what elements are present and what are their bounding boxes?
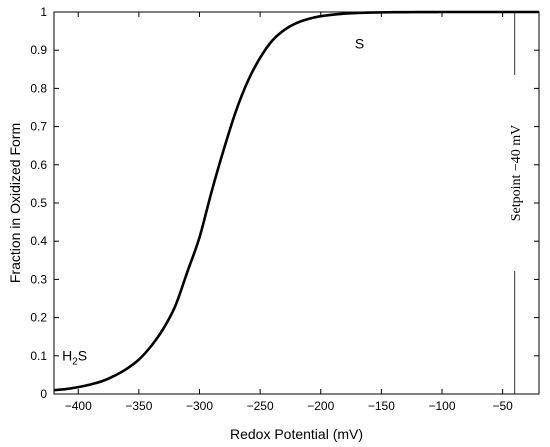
y-tick-label: 0.7 — [30, 120, 47, 134]
y-tick-label: 0.6 — [30, 158, 47, 172]
x-tick-label: −350 — [125, 399, 152, 413]
oxidized-fraction-curve — [53, 10, 539, 392]
x-tick-label: −250 — [247, 399, 274, 413]
x-tick-label: −400 — [65, 399, 92, 413]
x-tick-label: −100 — [428, 399, 455, 413]
x-axis-label: Redox Potential (mV) — [230, 426, 363, 442]
x-tick-label: −200 — [307, 399, 334, 413]
plot-frame — [53, 11, 540, 395]
y-tick-label: 0 — [40, 387, 47, 401]
y-tick-label: 0.4 — [30, 234, 47, 248]
h2s-label: H2S — [62, 347, 87, 367]
x-tick-label: −150 — [368, 399, 395, 413]
y-tick-label: 0.9 — [30, 43, 47, 57]
y-axis-label: Fraction in Oxidized Form — [7, 123, 23, 283]
y-tick-label: 0.5 — [30, 196, 47, 210]
y-tick-label: 0.1 — [30, 349, 47, 363]
x-tick-label: −300 — [186, 399, 213, 413]
s-label: S — [355, 35, 364, 51]
y-tick-label: 0.8 — [30, 81, 47, 95]
y-tick-label: 0.3 — [30, 272, 47, 286]
label-layer: −400 −350 −300 −250 −200 −150 −100 −50 0 0.1 0.2 0.… — [7, 5, 524, 442]
plot-layer — [53, 10, 540, 395]
setpoint-label: Setpoint −40 mV — [509, 125, 524, 222]
x-tick-label: −50 — [492, 399, 513, 413]
y-tick-label: 0.2 — [30, 311, 47, 325]
tick-layer — [54, 11, 539, 395]
y-tick-label: 1 — [40, 5, 47, 19]
